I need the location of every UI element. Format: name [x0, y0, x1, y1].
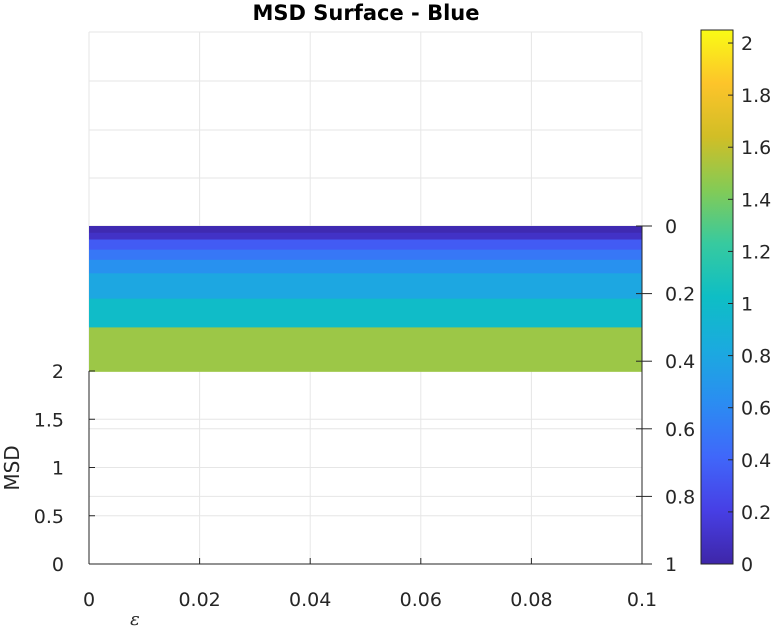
- left-y-tick-label: 0: [52, 554, 64, 576]
- right-y-tick-label: 0: [665, 216, 677, 238]
- left-y-tick-label: 0.5: [34, 506, 64, 528]
- colorbar-tick-label: 1.2: [741, 241, 771, 263]
- colorbar-tick-label: 0.2: [741, 502, 771, 524]
- right-y-tick-label: 1: [665, 554, 677, 576]
- surface-band: [89, 259, 642, 274]
- x-tick-label: 0: [83, 589, 95, 611]
- surface-band: [89, 226, 642, 234]
- colorbar-border: [700, 29, 734, 565]
- x-tick-label: 0.06: [400, 589, 442, 611]
- surface-band: [89, 239, 642, 251]
- y-axis-label: MSD: [0, 445, 24, 490]
- surface-band: [89, 273, 642, 300]
- colorbar-tick-label: 1.4: [741, 189, 771, 211]
- x-axis-label: ε: [130, 609, 140, 628]
- colorbar-tick-label: 1.6: [741, 137, 771, 159]
- right-y-tick-label: 0.2: [665, 284, 695, 306]
- surface-band: [89, 232, 642, 241]
- x-tick-label: 0.08: [510, 589, 552, 611]
- colorbar-tick-label: 0.8: [741, 346, 771, 368]
- left-y-tick-label: 1.5: [34, 409, 64, 431]
- colorbar-tick-label: 0: [741, 554, 753, 576]
- chart-title: MSD Surface - Blue: [253, 1, 480, 25]
- plot-area: 0 0.02 0.04 0.06 0.08 0.1 0 0.5 1 1.5 2 0 0.2 0.4 0.6 0…: [34, 31, 695, 611]
- right-y-tick-label: 0.8: [665, 486, 695, 508]
- surface-band: [89, 298, 642, 328]
- left-y-tick-label: 1: [52, 458, 64, 480]
- surface-band: [89, 249, 642, 261]
- surface-band: [89, 327, 642, 372]
- x-tick-label: 0.04: [289, 589, 331, 611]
- left-y-tick-label: 2: [52, 361, 64, 383]
- x-tick-label: 0.02: [178, 589, 220, 611]
- colorbar-tick-label: 1: [741, 294, 753, 316]
- right-y-tick-label: 0.6: [665, 419, 695, 441]
- right-y-tick-label: 0.4: [665, 351, 695, 373]
- colorbar-gradient: [701, 30, 733, 564]
- colorbar-tick-label: 2: [741, 33, 753, 55]
- colorbar: 0 0.2 0.4 0.6 0.8 1 1.2 1.4 1.6 1.8 2: [700, 29, 771, 576]
- x-tick-label: 0.1: [627, 589, 657, 611]
- colorbar-tick-label: 0.4: [741, 450, 771, 472]
- colorbar-tick-label: 1.8: [741, 85, 771, 107]
- colorbar-tick-label: 0.6: [741, 398, 771, 420]
